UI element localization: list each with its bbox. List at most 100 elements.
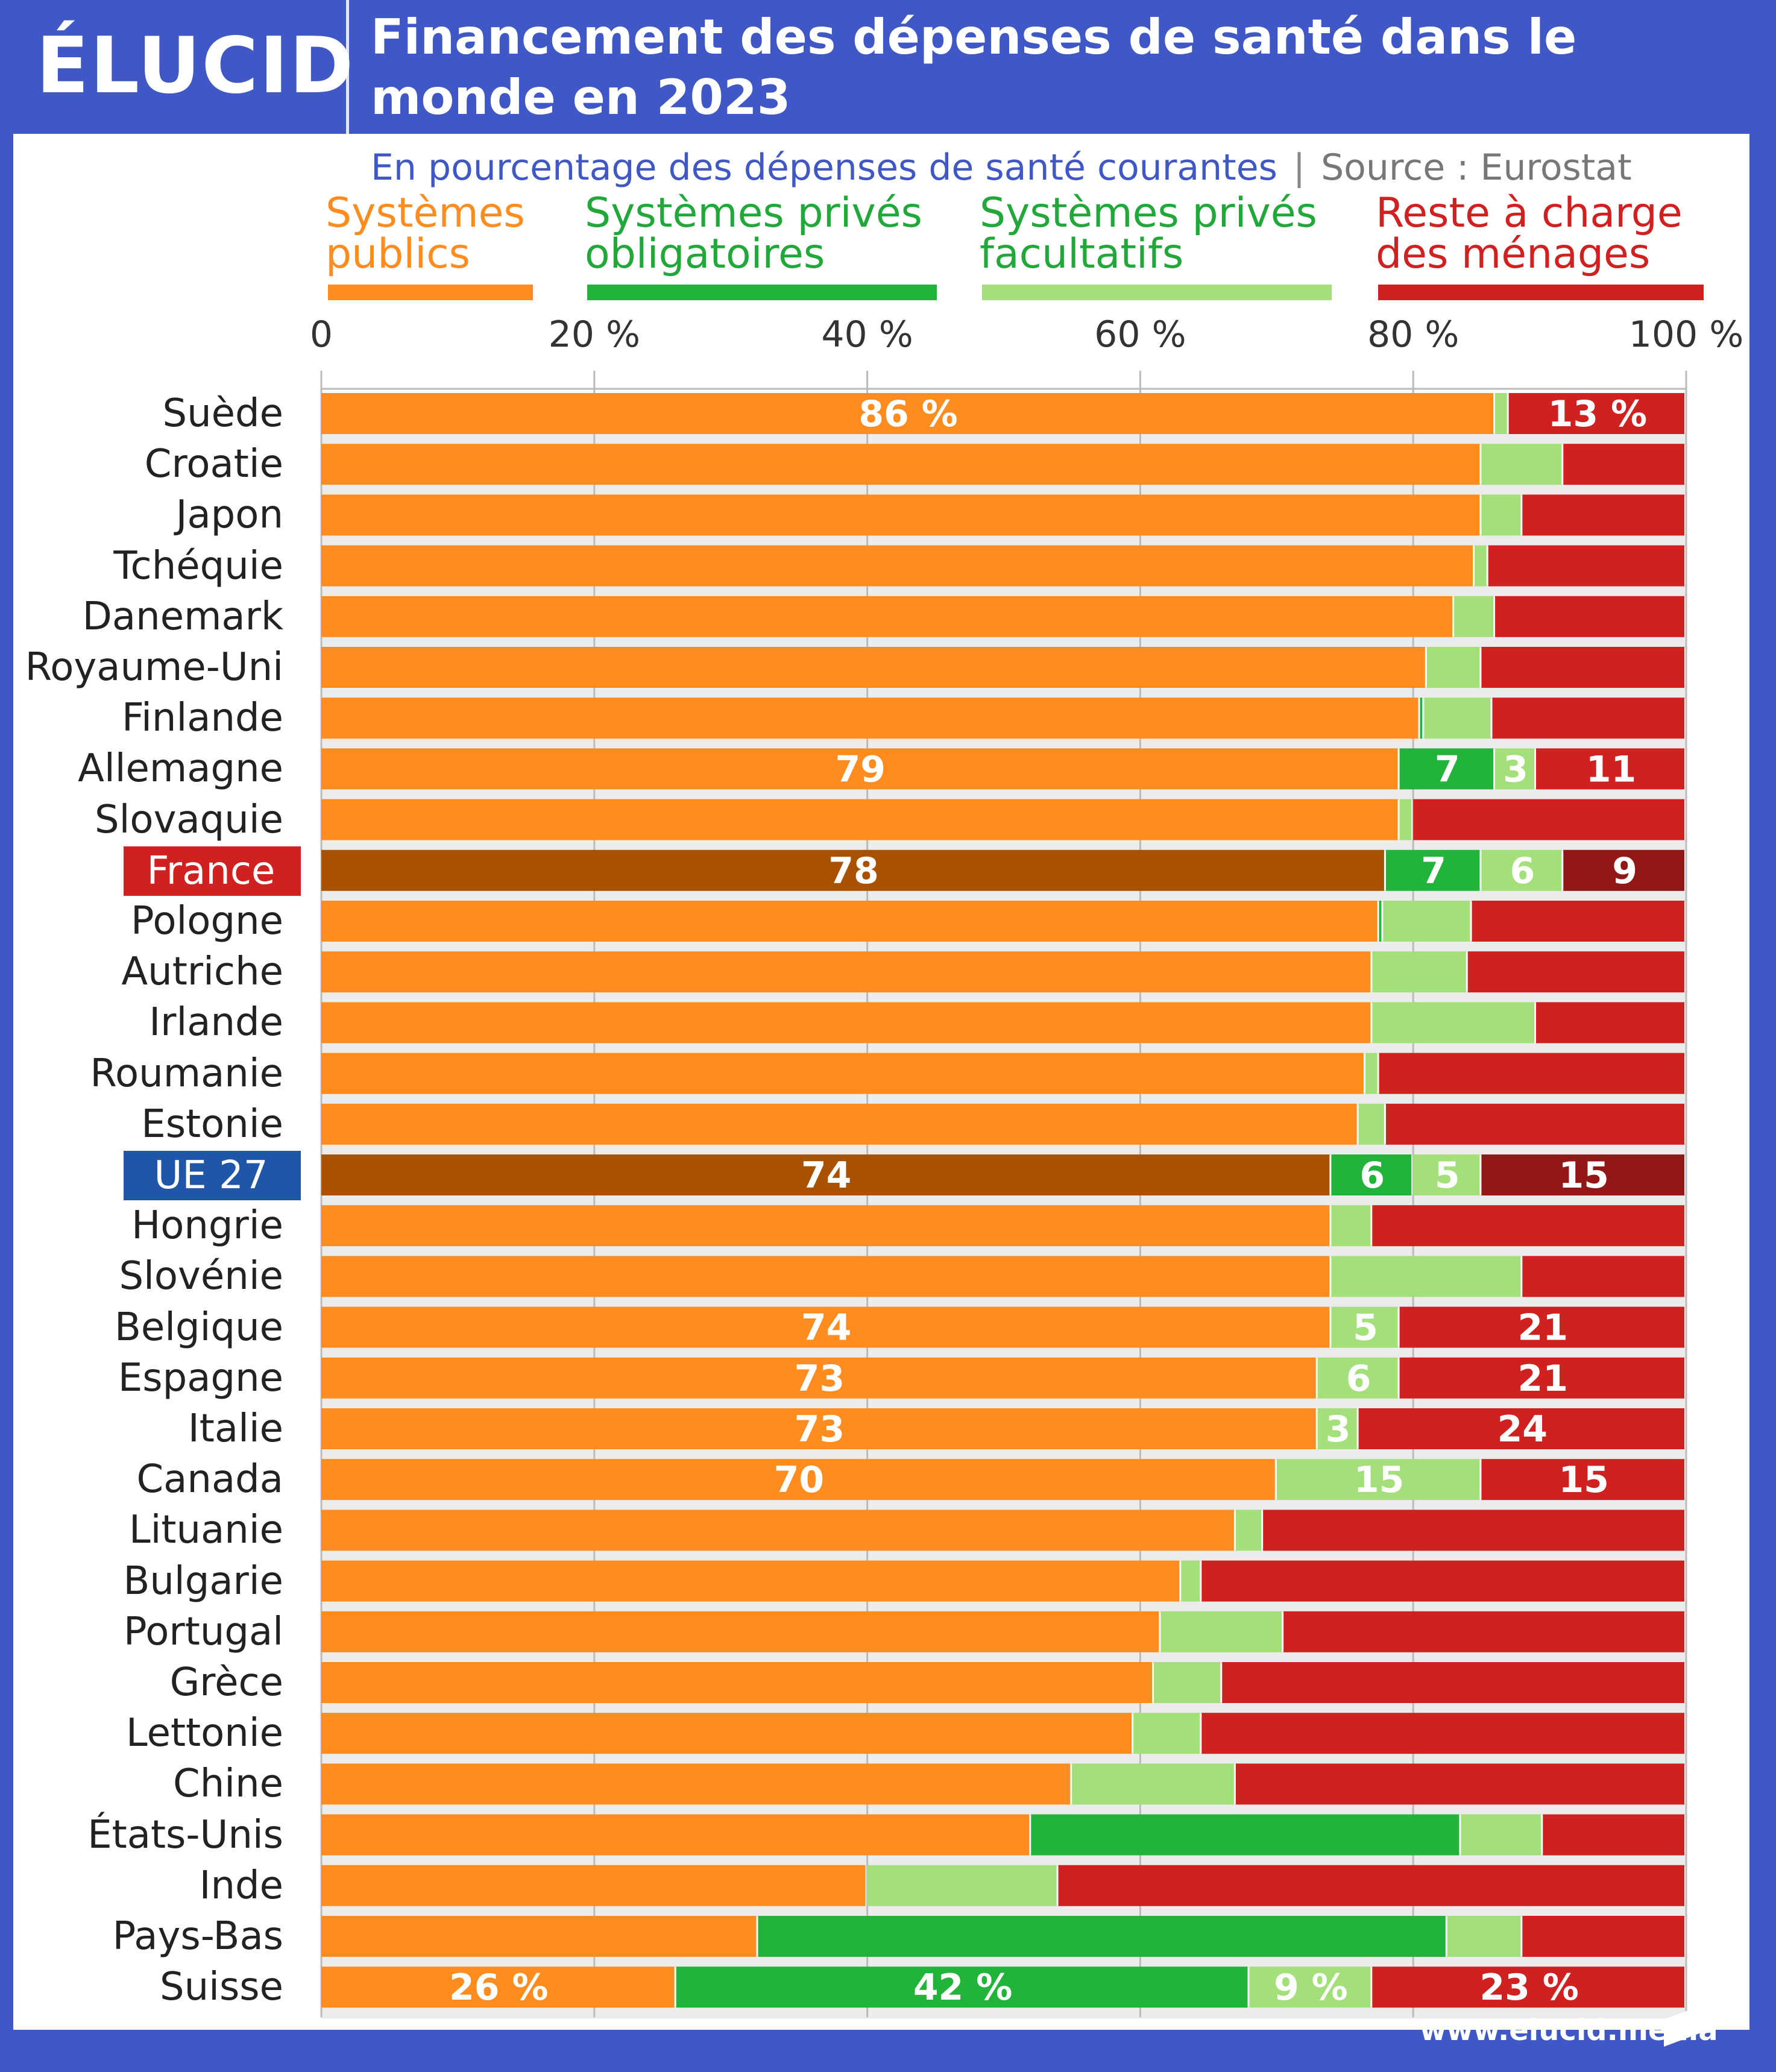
bar-segment-public <box>321 1256 1330 1297</box>
row-separator <box>321 1600 1686 1613</box>
row-separator <box>321 991 1686 1004</box>
bar-segment-private-voluntary <box>1072 1763 1234 1805</box>
bar-segment-out-of-pocket <box>1481 1154 1684 1195</box>
row-separator <box>321 534 1686 547</box>
data-label: 74 <box>801 1307 852 1349</box>
data-label: 15 <box>1558 1459 1609 1501</box>
country-label: France <box>124 846 301 896</box>
row-separator <box>321 1092 1686 1105</box>
country-label: Portugal <box>123 1609 283 1654</box>
country-label: UE 27 <box>124 1151 301 1200</box>
bar-segment-out-of-pocket <box>1522 1916 1684 1957</box>
bar-segment-public <box>321 1357 1316 1399</box>
country-label: Allemagne <box>78 746 283 792</box>
bar-segment-out-of-pocket <box>1201 1560 1684 1602</box>
row-separator <box>321 2006 1686 2019</box>
bar-segment-private-voluntary <box>1481 849 1562 891</box>
bar-segment-out-of-pocket <box>1481 1459 1684 1500</box>
bar-segment-out-of-pocket <box>1399 1357 1684 1399</box>
country-label: Lettonie <box>126 1711 283 1756</box>
legend-item-private-voluntary: Systèmes privés facultatifs <box>980 193 1332 300</box>
subtitle-separator: | <box>1293 146 1306 189</box>
data-label: 5 <box>1435 1154 1460 1197</box>
country-label: Bulgarie <box>123 1558 283 1604</box>
row-separator <box>321 687 1686 699</box>
bar-segment-public <box>321 1763 1071 1805</box>
bar-segment-out-of-pocket <box>1399 1306 1684 1348</box>
bar-segment-private-voluntary <box>1331 1205 1371 1247</box>
bar-segment-private-voluntary <box>1372 951 1466 993</box>
x-tick-label: 80 % <box>1367 313 1460 356</box>
data-label: 73 <box>795 1358 845 1400</box>
bar-segment-out-of-pocket <box>1385 1103 1684 1145</box>
bar-segment-public <box>321 1053 1364 1094</box>
bar-segment-out-of-pocket <box>1522 494 1684 536</box>
row-separator <box>321 1803 1686 1816</box>
row-separator <box>321 483 1686 496</box>
bar-segment-private-voluntary <box>1399 799 1412 840</box>
row-separator <box>321 1448 1686 1461</box>
bar-segment-public <box>321 393 1494 434</box>
legend-swatch <box>587 285 937 300</box>
data-label: 24 <box>1497 1408 1548 1450</box>
data-label: 21 <box>1518 1307 1569 1349</box>
country-label: Autriche <box>121 949 283 995</box>
row-separator <box>321 433 1686 446</box>
bar-segment-private-voluntary <box>1317 1357 1398 1399</box>
legend-swatch <box>328 285 533 300</box>
country-label: Lituanie <box>128 1508 283 1553</box>
bar-segment-out-of-pocket <box>1535 748 1684 790</box>
source-text: Source : Eurostat <box>1321 146 1632 189</box>
bar-segment-private-voluntary <box>1495 748 1534 790</box>
bar-segment-public <box>321 1002 1371 1044</box>
country-label: Royaume-Uni <box>25 645 283 690</box>
data-label: 73 <box>795 1408 845 1450</box>
bar-segment-private-mandatory <box>1331 1154 1412 1195</box>
x-tick-label: 0 <box>309 313 333 356</box>
country-label: Pologne <box>131 899 283 943</box>
data-label: 86 % <box>858 393 958 435</box>
bar-segment-public <box>321 1560 1180 1602</box>
bar-segment-out-of-pocket <box>1372 1967 1684 2008</box>
row-separator <box>321 585 1686 597</box>
country-label: Tchéquie <box>113 543 283 588</box>
bar-segment-out-of-pocket <box>1263 1510 1684 1551</box>
bar-segment-out-of-pocket <box>1492 697 1684 739</box>
row-separator <box>321 1143 1686 1156</box>
bar-segment-private-voluntary <box>1365 1053 1378 1094</box>
bar-segment-public <box>321 1865 866 1906</box>
data-label: 79 <box>836 748 886 790</box>
data-label: 3 <box>1326 1408 1351 1450</box>
row-separator <box>321 839 1686 851</box>
legend-item-out-of-pocket: Reste à charge des ménages <box>1376 193 1704 300</box>
bar-segment-private-voluntary <box>1481 444 1562 485</box>
bar-segment-public <box>321 1510 1234 1551</box>
bar-segment-public <box>321 748 1398 790</box>
data-label: 15 <box>1354 1459 1405 1501</box>
data-label: 9 <box>1612 850 1637 892</box>
bar-segment-private-mandatory <box>676 1967 1248 2008</box>
row-separator <box>321 635 1686 648</box>
row-separator <box>321 1346 1686 1359</box>
country-label: Roumanie <box>90 1051 283 1096</box>
bar-segment-out-of-pocket <box>1467 951 1684 993</box>
elucid-logo: ÉLUCID <box>36 21 355 111</box>
bar-segment-public <box>321 1306 1330 1348</box>
bar-segment-public <box>321 1154 1330 1195</box>
bar-segment-private-voluntary <box>1249 1967 1371 2008</box>
data-label: 6 <box>1346 1358 1371 1400</box>
data-label: 26 % <box>449 1967 549 2009</box>
country-label: Chine <box>173 1762 283 1807</box>
bar-segment-private-voluntary <box>1426 647 1480 688</box>
country-label: Estonie <box>141 1101 283 1147</box>
data-label: 15 <box>1558 1154 1609 1197</box>
data-label: 9 % <box>1274 1967 1348 2009</box>
country-label: Canada <box>136 1457 283 1502</box>
bar-segment-out-of-pocket <box>1358 1408 1684 1449</box>
header-banner: ÉLUCID Financement des dépenses de santé… <box>0 0 1776 134</box>
bar-segment-public <box>321 799 1398 840</box>
bar-segment-public <box>321 1713 1132 1754</box>
country-label: Irlande <box>149 1000 283 1045</box>
data-label: 7 <box>1421 850 1446 892</box>
data-label: 7 <box>1435 748 1460 790</box>
